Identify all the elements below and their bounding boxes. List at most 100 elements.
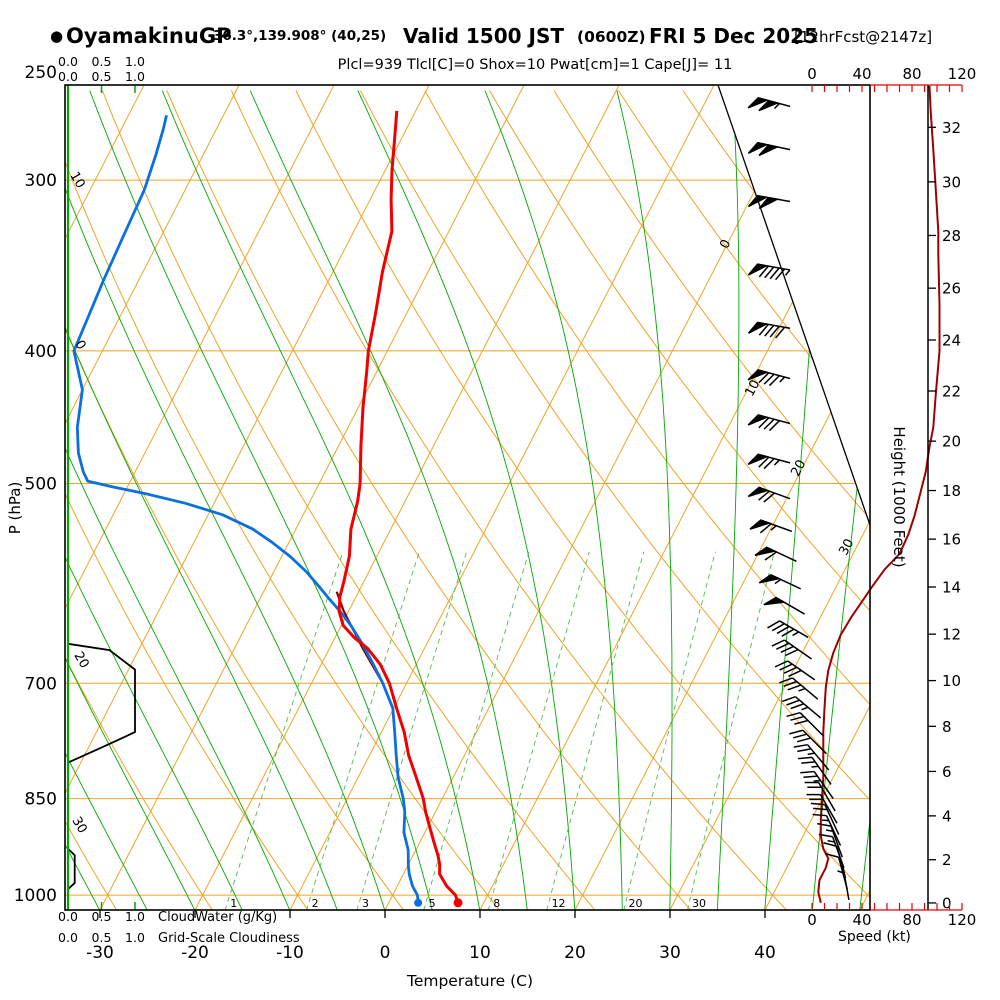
grid-line-label: 0 [717,237,734,251]
height-tick-label: 32 [942,119,961,137]
wind-barb [806,793,838,824]
valid-date: FRI 5 Dec 2025 [649,24,818,48]
wind-barb [779,677,819,700]
grid-line-label: 10 [66,169,87,191]
temperature-tick-label: -20 [181,943,209,963]
height-tick-label: 6 [942,763,952,781]
height-tick-label: 22 [942,382,961,400]
wind-barb [767,620,809,639]
height-tick-label: 12 [942,626,961,644]
wind-speed-curve [817,85,941,904]
height-tick-label: 26 [942,280,961,298]
grid-line-label: 30 [836,537,857,559]
height-tick-label: 20 [942,433,961,451]
wind-barb [747,263,791,281]
wind-barb [747,369,791,387]
label-layer: ● OyamakinuGP 36.3°,139.908° (40,25) Val… [6,24,932,990]
height-tick-label: 0 [942,894,952,912]
cloudiness-tick-label: 1.0 [125,930,145,945]
cloudwater-tick-label: 0.0 [58,909,78,924]
wind-barb [793,743,830,771]
grid-line-label: 30 [68,814,89,836]
pressure-tick-label: 1000 [14,886,57,906]
pressure-tick-label: 500 [25,474,57,494]
cloudwater-tick-label: 0.0 [58,54,78,69]
wind-barb [774,660,816,681]
height-tick-label: 30 [942,173,961,191]
wind-barb [818,833,845,869]
mixing-ratio-label: 3 [362,897,369,910]
grid-line-label: 20 [70,649,91,671]
station-bullet: ● [50,27,63,45]
speed-tick-label: 80 [902,911,921,929]
pressure-tick-label: 700 [25,674,57,694]
plot-frame [64,84,871,911]
cloudiness-tick-label: 1.0 [125,69,145,84]
height-tick-label: 2 [942,851,952,869]
temperature-axis-title: Temperature (C) [406,972,533,990]
speed-tick-label: 80 [902,65,921,83]
cloudiness-tick-label: 0.0 [58,69,78,84]
speed-tick-label: 0 [807,911,817,929]
wind-barb [747,194,791,210]
wind-barb [754,546,797,562]
height-tick-label: 24 [942,332,961,350]
sounding-params: Plcl=939 Tlcl[C]=0 Shox=10 Pwat[cm]=1 Ca… [338,57,733,73]
wind-barb [800,770,834,800]
height-axis-title: Height (1000 Feet) [890,426,908,567]
temperature-curve [337,110,460,904]
dewpoint-surface-dot [414,898,423,907]
wind-barb [747,486,791,503]
pressure-tick-label: 400 [25,342,57,362]
temperature-tick-label: -30 [86,943,114,963]
cloudiness-tick-label: 0.0 [58,930,78,945]
temperature-tick-label: 30 [659,943,681,963]
height-tick-label: 4 [942,807,952,825]
cloudiness-curve [67,85,136,903]
dewpoint-curve [72,114,420,903]
wind-barb [749,519,793,534]
speed-tick-label: 40 [852,911,871,929]
temperature-tick-label: 20 [564,943,586,963]
grid-line-label: 20 [788,458,809,480]
wind-barb [747,414,791,432]
pressure-axis-title: P (hPa) [6,482,24,535]
wind-barb [810,802,840,835]
temperature-surface-dot [453,898,463,908]
temperature-tick-label: 40 [754,943,776,963]
wind-barb [804,781,836,812]
height-tick-label: 16 [942,531,961,549]
speed-tick-label: 40 [852,65,871,83]
cloudwater-tick-label: 0.5 [92,54,112,69]
valid-utc: (0600Z) [577,28,646,46]
height-tick-label: 28 [942,227,961,245]
height-tick-label: 10 [942,672,961,690]
grid-lines [65,85,870,910]
wind-barb [781,695,822,719]
temperature-tick-label: 10 [469,943,491,963]
speed-tick-label: 120 [948,911,977,929]
cloudwater-title: CloudWater (g/Kg) [158,910,277,925]
station-coords: 36.3°,139.908° (40,25) [213,28,386,44]
mixing-ratio-label: 8 [493,897,500,910]
wind-barb [798,756,832,785]
wind-barb [771,639,812,660]
pressure-tick-label: 300 [25,171,57,191]
height-tick-label: 14 [942,579,961,597]
mixing-ratio-label: 12 [552,897,566,910]
height-tick-label: 18 [942,482,961,500]
temperature-tick-label: 0 [380,943,391,963]
cloudiness-title: Grid-Scale Cloudiness [158,931,300,946]
wind-barb [758,573,801,590]
mixing-ratio-label: 30 [692,897,706,910]
cloudwater-tick-label: 1.0 [125,54,145,69]
wind-barb [747,141,791,157]
grid-line-label: 10 [742,378,763,400]
wind-barb [812,813,842,846]
cloudwater-tick-label: 1.0 [125,909,145,924]
height-tick-label: 8 [942,718,952,736]
wind-barb [789,729,827,755]
pressure-tick-label: 250 [25,63,57,83]
